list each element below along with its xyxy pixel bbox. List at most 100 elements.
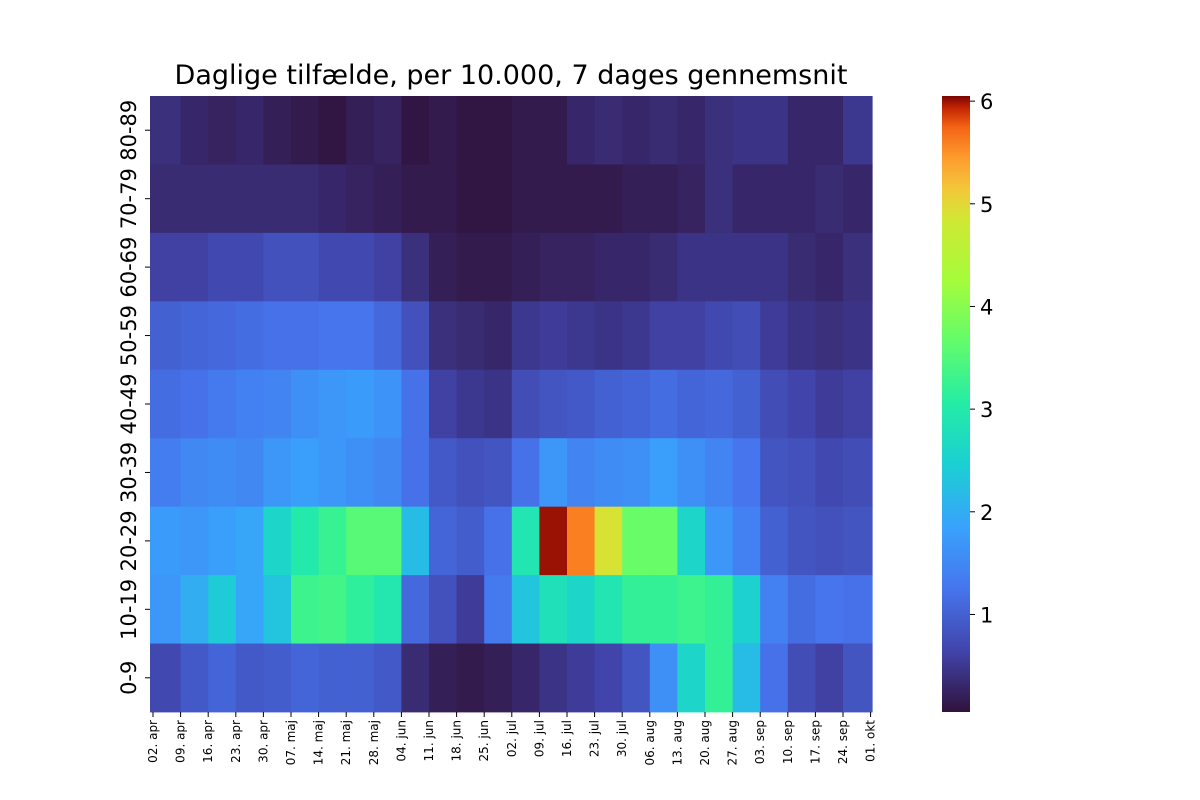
heatmap-cell [649,164,678,234]
heatmap-cell [401,301,430,371]
heatmap-cell [373,96,402,165]
colorbar-tick-label: 5 [980,193,993,217]
heatmap-cell [318,232,347,302]
heatmap-cell [705,369,734,439]
heatmap-cell [705,643,734,713]
heatmap-cell [787,643,816,713]
heatmap-cell [567,438,596,508]
heatmap-cell [318,96,347,165]
heatmap-cell [787,232,816,302]
x-tick-label: 02. apr [146,720,160,763]
x-tick-label: 30. apr [256,720,270,763]
heatmap-cell [815,164,844,234]
y-tick-label: 30-39 [117,442,141,503]
heatmap-cell [346,369,375,439]
heatmap-cell [484,575,513,644]
heatmap-cell [815,301,844,371]
heatmap-cell [235,506,264,576]
heatmap-cell [484,96,513,165]
heatmap-cell [787,438,816,508]
heatmap-cell [732,96,761,165]
heatmap-cell [456,369,485,439]
heatmap-cell [567,164,596,234]
heatmap-cell [511,506,540,576]
heatmap-cell [705,506,734,576]
x-tick-label: 14. maj [312,720,326,765]
heatmap-cell [235,369,264,439]
x-tick-label: 03. sep [753,720,767,764]
heatmap-cell [318,164,347,234]
heatmap-cell [180,164,209,234]
heatmap-cell [760,506,789,576]
heatmap-cell [539,301,568,371]
heatmap-cell [373,506,402,576]
heatmap-cell [208,506,237,576]
heatmap-cell [456,232,485,302]
heatmap-cell [760,575,789,644]
heatmap-cell [401,575,430,644]
heatmap-cell [567,575,596,644]
heatmap-cell [150,643,182,713]
heatmap-cell [291,96,320,165]
heatmap-cell [346,643,375,713]
heatmap-cell [150,301,182,371]
x-tick-label: 28. maj [367,720,381,765]
x-tick-label: 21. maj [339,720,353,765]
heatmap-cell [732,575,761,644]
y-tick-label: 80-89 [117,100,141,161]
heatmap-cell [787,301,816,371]
y-tick-label: 50-59 [117,305,141,366]
x-tick-label: 27. aug [726,720,740,765]
heatmap-cell [263,164,292,234]
heatmap-cell [622,643,651,713]
heatmap-cell [622,301,651,371]
heatmap-cell [594,575,623,644]
x-tick-label: 06. aug [643,720,657,765]
heatmap-cell [429,96,458,165]
heatmap-cell [511,232,540,302]
heatmap-cell [346,164,375,234]
heatmap-cell [318,643,347,713]
heatmap-cell [429,575,458,644]
heatmap-cell [180,369,209,439]
heatmap-cell [235,301,264,371]
x-tick-label: 01. okt [864,720,878,762]
heatmap-cell [843,369,873,439]
heatmap-cell [760,164,789,234]
heatmap-cell [291,575,320,644]
x-tick-label: 11. jun [422,720,436,761]
heatmap-cell [843,301,873,371]
heatmap-cell [263,575,292,644]
heatmap-cell [677,643,706,713]
heatmap-cell [373,301,402,371]
heatmap-cell [235,438,264,508]
heatmap-cell [401,643,430,713]
heatmap-cell [594,96,623,165]
y-tick-label: 20-29 [117,510,141,571]
heatmap-cell [263,96,292,165]
x-tick-label: 30. jul [615,720,629,757]
heatmap-cell [150,506,182,576]
heatmap-cell [594,643,623,713]
heatmap-cell [677,301,706,371]
heatmap-cell [456,643,485,713]
heatmap-cell [291,506,320,576]
heatmap-cell [787,506,816,576]
heatmap-cell [594,438,623,508]
x-tick-label: 24. sep [836,720,850,764]
heatmap-cell [235,643,264,713]
heatmap-cell [346,301,375,371]
heatmap-cell [401,232,430,302]
heatmap-cell [346,575,375,644]
heatmap-cell [429,369,458,439]
heatmap-cell [318,506,347,576]
colorbar-tick-label: 6 [980,90,993,114]
heatmap-cell [705,164,734,234]
heatmap-cell [787,575,816,644]
heatmap-cell [346,96,375,165]
heatmap-cell [150,575,182,644]
heatmap-cell [318,575,347,644]
heatmap-cell [622,575,651,644]
heatmap-cell [815,438,844,508]
heatmap-cell [622,506,651,576]
